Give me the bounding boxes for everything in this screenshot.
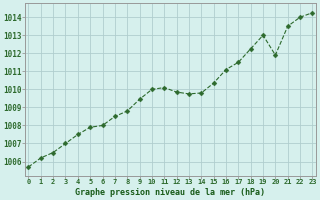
X-axis label: Graphe pression niveau de la mer (hPa): Graphe pression niveau de la mer (hPa) xyxy=(76,188,265,197)
